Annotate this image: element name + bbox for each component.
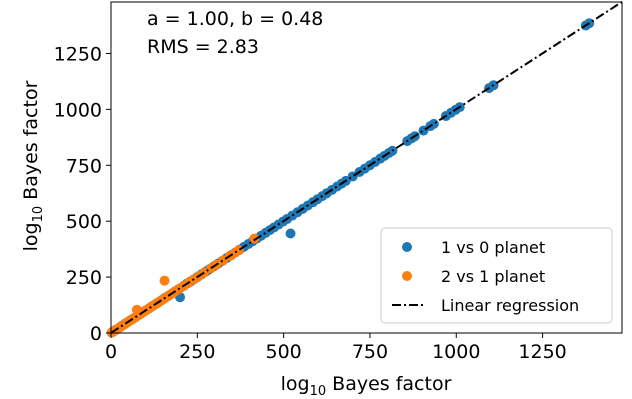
axis-labels: log10 Bayes factor log10 Bayes factor: [20, 80, 452, 399]
point-0-79: [428, 118, 439, 129]
x-tick-label-4: 1000: [432, 341, 480, 363]
x-axis-label: log10 Bayes factor: [281, 373, 452, 399]
legend-label-1vs0: 1 vs 0 planet: [441, 238, 545, 257]
point-1-31: [159, 275, 170, 286]
plot-frame: [110, 1, 623, 334]
plot-marks: [106, 1, 623, 338]
x-tick-label-1: 250: [179, 341, 215, 363]
legend-label-2vs1: 2 vs 1 planet: [441, 267, 545, 286]
point-0-52: [285, 228, 296, 239]
x-tick-label-5: 1250: [518, 341, 566, 363]
y-tick-label-4: 1000: [54, 99, 102, 121]
y-axis-label: log10 Bayes factor: [20, 80, 46, 251]
y-tick-label-2: 500: [66, 211, 102, 233]
legend-label-regression: Linear regression: [441, 296, 579, 315]
y-tick-label-5: 1250: [54, 43, 102, 65]
legend: 1 vs 0 planet 2 vs 1 planet Linear regre…: [380, 227, 613, 324]
legend-marker-2vs1: [402, 271, 412, 281]
x-tick-label-2: 500: [266, 341, 302, 363]
legend-box: [380, 227, 613, 324]
y-tick-label-3: 750: [66, 155, 102, 177]
y-tick-label-1: 250: [66, 267, 102, 289]
x-tick-label-3: 750: [352, 341, 388, 363]
annotations: a = 1.00, b = 0.48 RMS = 2.83: [147, 8, 323, 58]
annotation-rms: RMS = 2.83: [147, 36, 259, 58]
x-tick-label-0: 0: [105, 341, 117, 363]
y-tick-label-0: 0: [90, 323, 102, 345]
annotation-params: a = 1.00, b = 0.48: [147, 8, 323, 30]
axes: 0 250 500 750 1000 1250 0 250 500 750 1000 1250: [54, 1, 623, 363]
point-1-48: [249, 233, 260, 244]
legend-marker-1vs0: [402, 242, 412, 252]
